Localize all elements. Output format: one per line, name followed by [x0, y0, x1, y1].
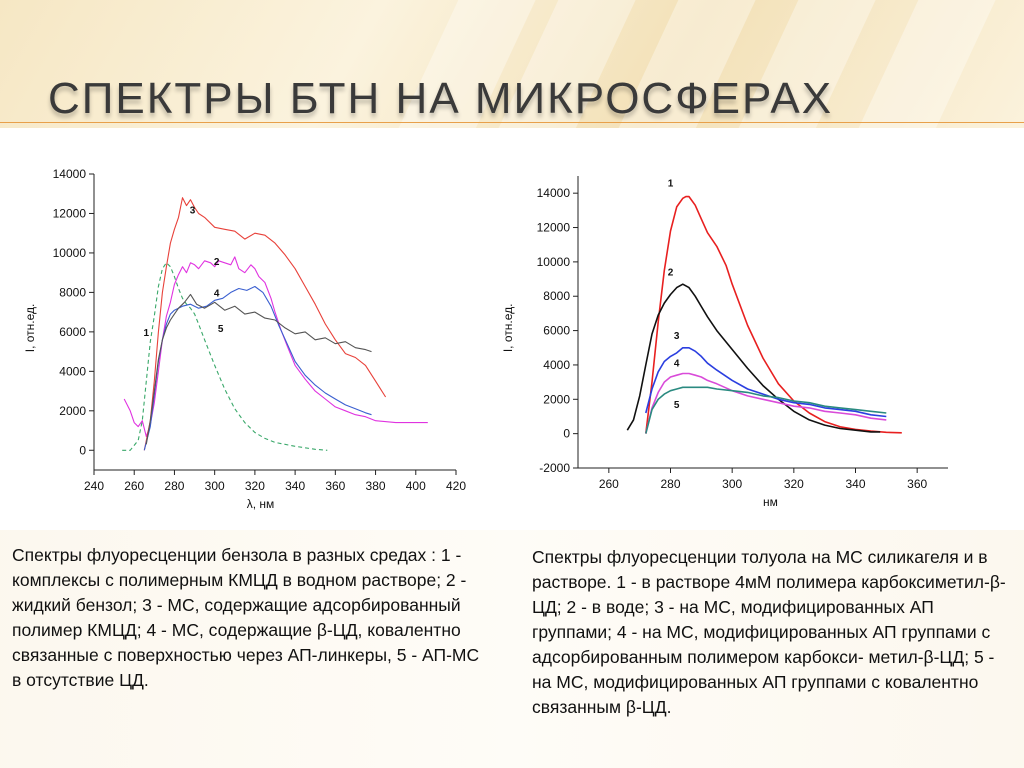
x-tick-label: 340: [285, 479, 305, 493]
y-tick-label: 8000: [59, 285, 86, 299]
y-tick-label: 10000: [537, 255, 571, 269]
series-label-4: 4: [214, 288, 220, 299]
series-line-2: [123, 256, 428, 438]
y-tick-label: 4000: [543, 358, 570, 372]
x-tick-label: 400: [406, 479, 426, 493]
y-tick-label: 6000: [59, 325, 86, 339]
x-tick-label: 240: [84, 479, 104, 493]
title-band: [0, 0, 1024, 128]
x-axis-label: λ, нм: [247, 497, 275, 511]
series-label-2: 2: [668, 268, 674, 279]
y-tick-label: 8000: [543, 289, 570, 303]
series-label-5: 5: [218, 324, 224, 335]
y-tick-label: 6000: [543, 324, 570, 338]
y-tick-label: 10000: [53, 246, 87, 260]
y-tick-label: 12000: [537, 221, 571, 235]
y-tick-label: 0: [79, 443, 86, 457]
x-tick-label: 420: [446, 479, 466, 493]
x-tick-label: 320: [245, 479, 265, 493]
x-tick-label: 280: [660, 477, 680, 491]
slide-title: СПЕКТРЫ БТН НА МИКРОСФЕРАХ: [48, 74, 834, 123]
x-tick-label: 260: [124, 479, 144, 493]
y-tick-label: 12000: [53, 206, 87, 220]
series-label-2: 2: [214, 257, 220, 268]
series-line-2: [626, 283, 881, 433]
x-tick-label: 380: [366, 479, 386, 493]
series-label-3: 3: [190, 205, 196, 216]
series-label-1: 1: [668, 178, 674, 189]
x-tick-label: 300: [205, 479, 225, 493]
y-tick-label: -2000: [539, 461, 570, 475]
x-tick-label: 340: [845, 477, 865, 491]
x-tick-label: 300: [722, 477, 742, 491]
series-line-1: [122, 262, 328, 451]
caption-band: [0, 530, 1024, 768]
series-line-1: [645, 195, 902, 434]
y-tick-label: 14000: [53, 167, 87, 181]
y-tick-label: 2000: [543, 392, 570, 406]
caption-left: Спектры флуоресценции бензола в разных с…: [12, 545, 480, 690]
title-divider: [0, 122, 1024, 123]
y-axis-label: I, отн.ед.: [23, 304, 37, 353]
y-tick-label: 2000: [59, 404, 86, 418]
y-tick-label: 14000: [537, 186, 571, 200]
series-label-3: 3: [674, 331, 680, 342]
chart-benzene-fluorescence: 240 260 280 300 320 340 360 380 400 420 0 2000 4000 6…: [23, 167, 466, 511]
series-line-4: [645, 372, 887, 434]
chart-toluene-fluorescence: 260 280 300 320 340 360 -2000 0 2000 4000 6000 8000…: [501, 176, 948, 509]
series-label-4: 4: [674, 359, 680, 370]
y-tick-label: 0: [563, 427, 570, 441]
x-tick-label: 360: [325, 479, 345, 493]
x-tick-label: 360: [907, 477, 927, 491]
x-tick-label: 320: [784, 477, 804, 491]
series-label-5: 5: [674, 400, 680, 411]
series-line-4: [143, 285, 372, 451]
series-line-5: [145, 293, 372, 445]
series-line-3: [143, 197, 387, 451]
series-line-3: [645, 347, 887, 418]
x-axis-label: нм: [763, 495, 778, 509]
caption-right: Спектры флуоресценции толуола на МС сили…: [532, 547, 1006, 717]
series-label-1: 1: [144, 328, 150, 339]
y-tick-label: 4000: [59, 364, 86, 378]
x-tick-label: 260: [599, 477, 619, 491]
y-axis-label: I, отн.ед.: [501, 304, 515, 353]
series-line-5: [645, 386, 887, 434]
x-tick-label: 280: [164, 479, 184, 493]
